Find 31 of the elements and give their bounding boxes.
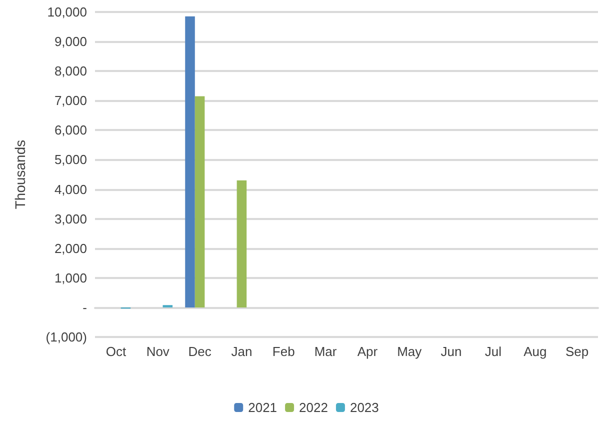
x-tick-label: Jan	[231, 344, 252, 359]
y-tick-label: 10,000	[47, 4, 87, 20]
y-tick-label: 1,000	[54, 270, 87, 286]
x-tick-label: Apr	[357, 344, 378, 359]
y-tick-label: (1,000)	[46, 330, 87, 344]
bar	[236, 180, 247, 308]
bar	[194, 96, 205, 308]
bar	[185, 16, 195, 308]
y-tick-label: 3,000	[54, 211, 87, 226]
x-tick-label: Mar	[314, 344, 338, 359]
y-tick-label: -	[82, 300, 87, 315]
x-tick-label: Aug	[524, 344, 547, 359]
y-axis-title: Thousands	[12, 140, 28, 210]
y-tick-label: 6,000	[54, 122, 87, 138]
x-tick-label: May	[397, 344, 422, 359]
x-tick-label: Feb	[272, 344, 295, 359]
x-tick-label: Nov	[146, 344, 170, 359]
y-tick-label: 4,000	[54, 182, 87, 197]
x-tick-label: Dec	[188, 344, 212, 359]
x-tick-label: Jul	[484, 344, 502, 359]
y-tick-label: 7,000	[54, 93, 87, 108]
y-tick-label: 2,000	[54, 240, 87, 256]
legend-label: 2021	[248, 400, 278, 415]
x-tick-label: Sep	[565, 344, 589, 359]
legend-label: 2023	[350, 400, 379, 415]
x-tick-label: Oct	[106, 344, 126, 359]
y-tick-label: 9,000	[54, 34, 87, 50]
y-tick-label: 8,000	[54, 64, 87, 79]
x-tick-label: Jun	[440, 344, 462, 359]
y-tick-label: 5,000	[54, 152, 87, 168]
legend-label: 2022	[299, 400, 328, 415]
